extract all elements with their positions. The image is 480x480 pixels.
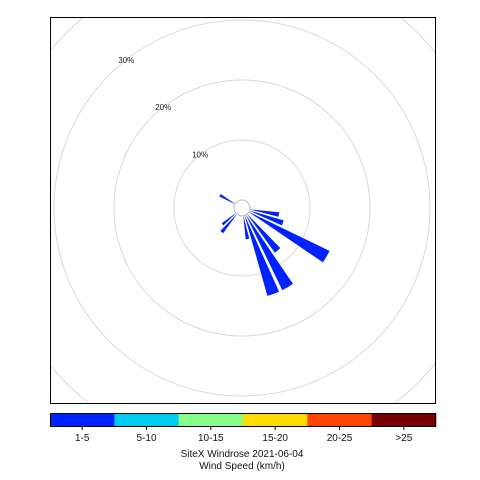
legend-label: 20-25 <box>327 433 353 444</box>
chart-title: SiteX Windrose 2021-06-04 <box>181 449 304 460</box>
radial-tick-label: 20% <box>155 103 171 112</box>
legend-swatch <box>50 413 115 427</box>
legend-swatch <box>307 413 372 427</box>
wind-sectors <box>217 192 331 298</box>
plot-frame <box>50 17 436 404</box>
grid-ring-30 <box>53 19 431 397</box>
legend-title: Wind Speed (km/h) <box>199 461 285 472</box>
legend-label: 15-20 <box>262 433 288 444</box>
legend-border <box>50 413 436 427</box>
legend-label: >25 <box>395 433 412 444</box>
radial-tick-label: 10% <box>192 150 208 159</box>
legend-swatch <box>371 413 437 427</box>
radial-tick-label: 30% <box>118 56 134 65</box>
radial-tick-labels: 10% 20% 30% <box>118 56 208 159</box>
legend-label: 10-15 <box>198 433 224 444</box>
legend-swatch <box>114 413 179 427</box>
legend-label: 1-5 <box>75 433 90 444</box>
radial-grid <box>51 18 435 403</box>
grid-ring-20 <box>113 79 371 337</box>
grid-ring-10 <box>173 139 311 277</box>
speed-legend: 1-5 5-10 10-15 15-20 20-25 >25 <box>50 413 437 444</box>
calm-circle <box>233 199 251 217</box>
legend-label: 5-10 <box>136 433 156 444</box>
grid-ring-40 <box>51 18 435 403</box>
sector-bar-300 <box>217 192 237 206</box>
legend-swatch <box>243 413 308 427</box>
legend-swatch <box>178 413 244 427</box>
